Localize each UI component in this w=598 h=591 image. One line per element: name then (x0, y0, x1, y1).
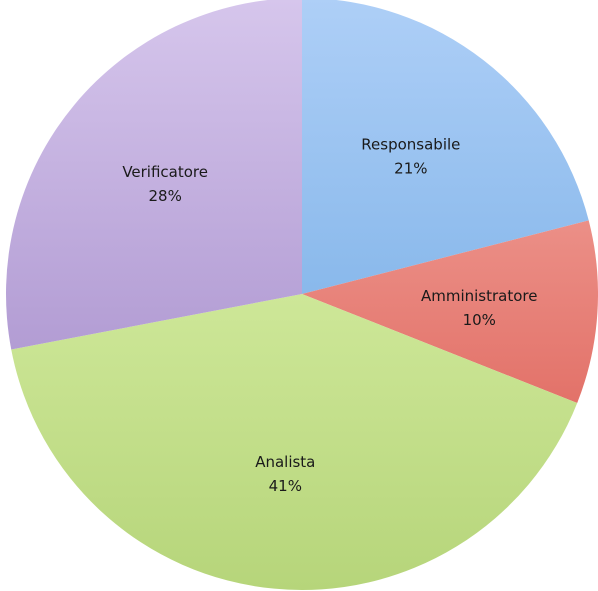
pie-slice-amministratore (302, 220, 598, 403)
pie-slice-verificatore (6, 0, 302, 350)
slice-percent-label: 28% (148, 187, 181, 205)
slice-labels: Responsabile 21% Amministratore 10% Analista… (122, 136, 537, 495)
slice-percent-label: 21% (394, 160, 427, 178)
slice-percent-label: 10% (463, 311, 496, 329)
slice-label-analista: Analista 41% (255, 453, 315, 495)
slice-percent-label: 41% (269, 477, 302, 495)
pie-slices (6, 0, 598, 591)
pie-slice-responsabile (302, 0, 589, 294)
slice-category-label: Verificatore (122, 163, 208, 181)
slice-category-label: Amministratore (421, 287, 538, 305)
slice-category-label: Analista (255, 453, 315, 471)
slice-label-amministratore: Amministratore 10% (421, 287, 538, 329)
slice-label-responsabile: Responsabile 21% (361, 136, 460, 178)
slice-category-label: Responsabile (361, 136, 460, 154)
pie-slice-analista (11, 294, 578, 591)
slice-label-verificatore: Verificatore 28% (122, 163, 208, 205)
